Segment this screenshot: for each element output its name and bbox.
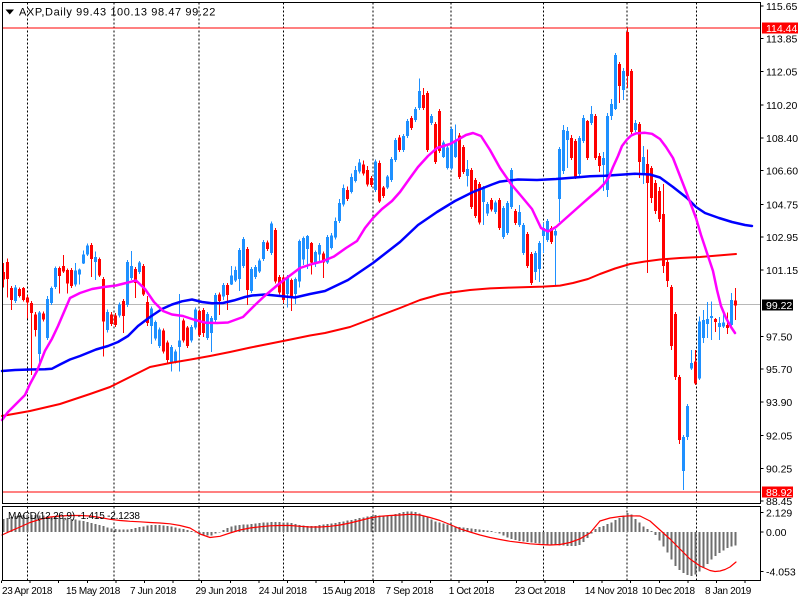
svg-text:110.20: 110.20	[766, 100, 797, 112]
svg-text:-4.053: -4.053	[766, 567, 796, 579]
svg-text:15 Aug 2018: 15 Aug 2018	[323, 586, 376, 597]
svg-text:104.75: 104.75	[766, 199, 798, 211]
svg-text:113.85: 113.85	[766, 34, 797, 46]
svg-text:8 Jan 2019: 8 Jan 2019	[705, 586, 752, 597]
svg-text:AXP,Daily 99.43 100.13 98.47: AXP,Daily 99.43 100.13 98.47 99.22	[19, 7, 216, 19]
svg-text:88.45: 88.45	[766, 496, 792, 508]
svg-text:99.22: 99.22	[766, 300, 792, 312]
svg-text:23 Oct 2018: 23 Oct 2018	[515, 586, 566, 597]
svg-text:88.92: 88.92	[766, 487, 792, 499]
svg-text:97.50: 97.50	[766, 331, 792, 343]
svg-text:23 Apr 2018: 23 Apr 2018	[2, 586, 53, 597]
svg-text:1 Oct 2018: 1 Oct 2018	[449, 586, 495, 597]
svg-text:MACD(12,26,9) -1.415 -2.1238: MACD(12,26,9) -1.415 -2.1238	[8, 511, 140, 522]
svg-text:115.65: 115.65	[766, 1, 797, 13]
svg-text:92.05: 92.05	[766, 431, 792, 443]
svg-text:114.44: 114.44	[766, 23, 797, 35]
svg-text:24 Jul 2018: 24 Jul 2018	[259, 586, 308, 597]
svg-text:90.25: 90.25	[766, 463, 792, 475]
svg-text:14 Nov 2018: 14 Nov 2018	[585, 586, 639, 597]
svg-text:112.05: 112.05	[766, 67, 797, 79]
svg-text:2.129: 2.129	[766, 508, 792, 520]
svg-text:7 Sep 2018: 7 Sep 2018	[386, 586, 434, 597]
svg-text:0.00: 0.00	[766, 527, 787, 539]
svg-text:93.90: 93.90	[766, 397, 792, 409]
svg-text:7 Jun 2018: 7 Jun 2018	[130, 586, 177, 597]
svg-text:29 Jun 2018: 29 Jun 2018	[196, 586, 248, 597]
svg-text:101.15: 101.15	[766, 265, 798, 277]
svg-text:102.95: 102.95	[766, 232, 798, 244]
svg-text:15 May 2018: 15 May 2018	[66, 586, 121, 597]
svg-text:10 Dec 2018: 10 Dec 2018	[642, 586, 696, 597]
svg-text:95.70: 95.70	[766, 364, 792, 376]
svg-text:106.60: 106.60	[766, 166, 798, 178]
svg-text:108.40: 108.40	[766, 133, 798, 145]
